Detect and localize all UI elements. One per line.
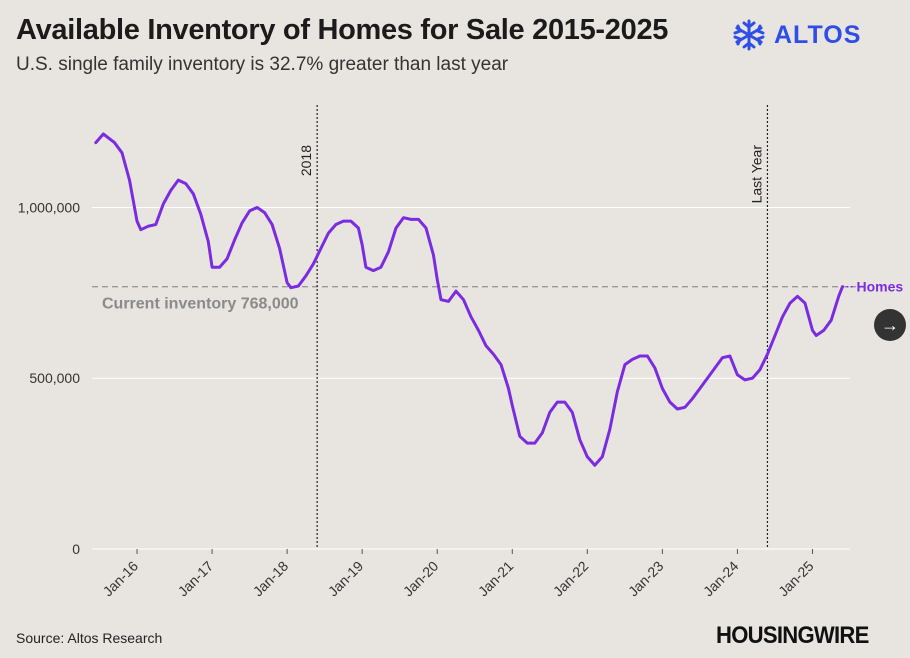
- reference-line-label: 2018: [298, 145, 314, 176]
- x-tick-label: Jan-23: [625, 558, 667, 600]
- x-tick-label: Jan-20: [400, 558, 442, 600]
- x-tick-label: Jan-24: [700, 558, 742, 600]
- x-tick-label: Jan-25: [775, 558, 817, 600]
- reference-line-label: Last Year: [748, 145, 764, 204]
- y-tick-label: 1,000,000: [18, 199, 80, 215]
- x-tick-label: Jan-17: [175, 558, 217, 600]
- current-inventory-label: Current inventory 768,000: [102, 296, 299, 313]
- series-line-homes: [94, 132, 844, 467]
- next-chart-button[interactable]: →: [874, 309, 906, 341]
- arrow-right-icon: →: [881, 314, 899, 335]
- x-tick-label: Jan-19: [325, 558, 367, 600]
- y-tick-label: 500,000: [29, 370, 80, 386]
- source-note: Source: Altos Research: [16, 630, 163, 646]
- x-tick-label: Jan-18: [250, 558, 292, 600]
- housingwire-logo: HOUSINGWIRE: [716, 622, 869, 649]
- chart-subtitle: U.S. single family inventory is 32.7% gr…: [16, 54, 509, 75]
- x-tick-label: Jan-21: [475, 558, 517, 600]
- x-tick-label: Jan-22: [550, 558, 592, 600]
- altos-snowflake-icon: [733, 19, 765, 51]
- series-end-label: Homes: [856, 279, 903, 295]
- chart-title: Available Inventory of Homes for Sale 20…: [16, 14, 669, 46]
- x-tick-label: Jan-16: [100, 558, 142, 600]
- altos-logo: ALTOS: [732, 18, 861, 52]
- altos-wordmark: ALTOS: [774, 20, 862, 49]
- y-tick-label: 0: [72, 541, 80, 557]
